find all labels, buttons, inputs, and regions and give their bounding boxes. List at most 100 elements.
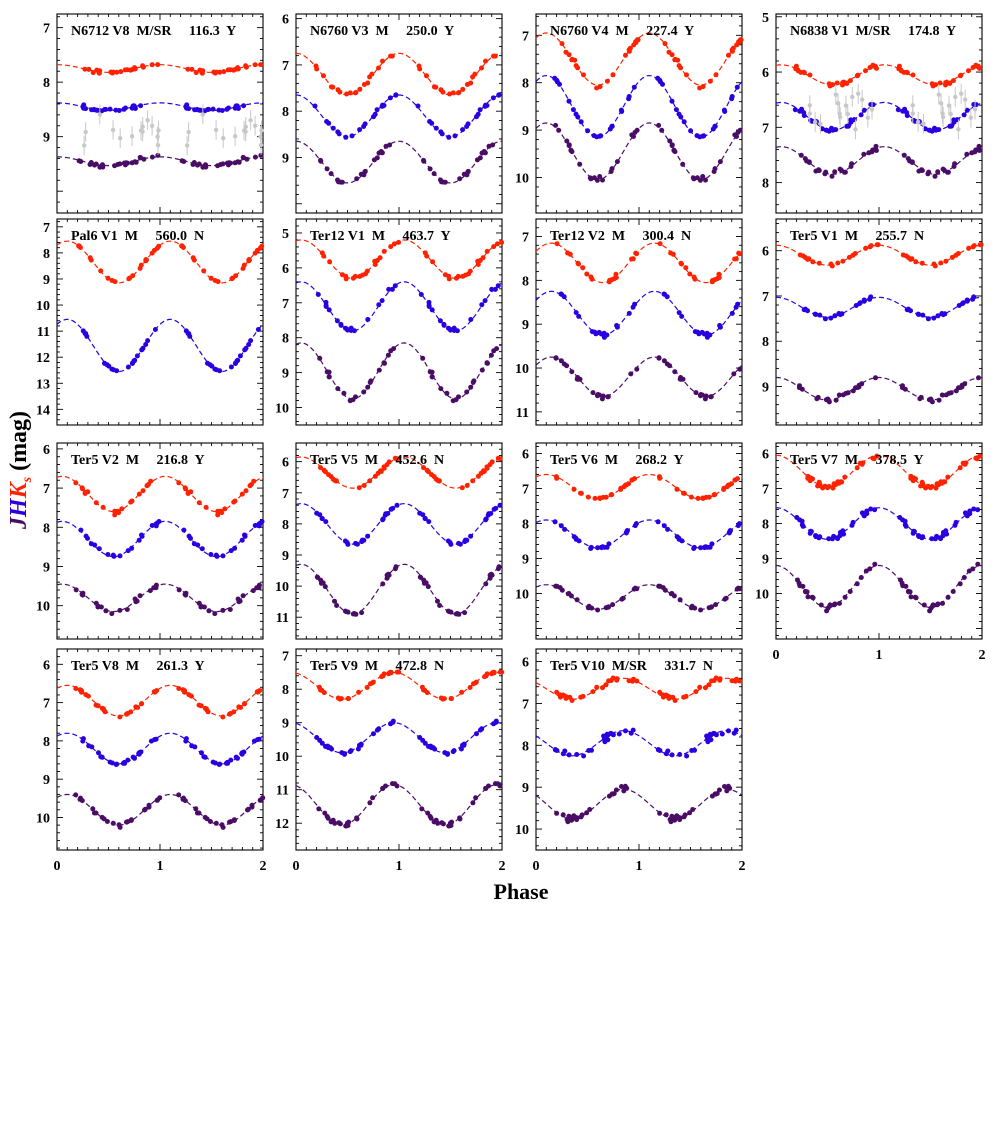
data-point	[199, 546, 205, 552]
data-point	[737, 37, 743, 43]
data-point	[703, 544, 709, 550]
y-tick-label: 7	[522, 231, 529, 246]
data-point	[623, 529, 629, 535]
data-point	[183, 590, 189, 596]
data-point	[737, 586, 743, 592]
data-point	[109, 760, 115, 766]
data-point	[356, 485, 362, 491]
data-point	[200, 112, 206, 117]
data-point	[691, 544, 697, 550]
data-point	[427, 166, 433, 172]
data-point	[464, 389, 470, 395]
data-point	[634, 251, 640, 257]
data-point	[600, 177, 605, 183]
data-point	[394, 669, 400, 675]
data-point	[600, 685, 605, 691]
data-point	[859, 461, 865, 467]
data-point	[693, 390, 699, 396]
data-point	[657, 689, 663, 695]
data-point	[361, 82, 367, 87]
data-point	[663, 751, 669, 757]
data-point	[155, 62, 161, 68]
data-point	[940, 114, 946, 120]
data-point	[861, 151, 867, 157]
data-point	[220, 824, 226, 830]
data-point	[657, 583, 663, 589]
model-curve	[535, 788, 743, 820]
data-point	[943, 258, 949, 264]
data-point	[608, 492, 614, 498]
data-point	[419, 806, 425, 812]
data-point	[102, 709, 108, 715]
data-point	[376, 150, 382, 156]
data-point	[673, 107, 679, 113]
data-point	[948, 123, 954, 129]
data-point	[817, 312, 823, 318]
data-point	[149, 123, 155, 128]
data-point	[812, 119, 818, 125]
data-point	[241, 749, 247, 755]
data-point	[459, 689, 465, 695]
data-point	[729, 481, 734, 487]
data-point	[588, 274, 594, 280]
data-point	[345, 609, 351, 615]
data-point	[700, 495, 706, 501]
model-curve	[776, 507, 982, 540]
data-point	[594, 684, 600, 690]
data-point	[100, 162, 105, 168]
data-point	[442, 272, 448, 278]
data-point	[348, 748, 354, 754]
data-point	[795, 68, 801, 74]
y-tick-label: 10	[515, 823, 529, 838]
data-point	[731, 371, 737, 377]
data-point	[872, 507, 878, 513]
y-tick-label: 6	[762, 448, 769, 463]
series-J	[775, 143, 983, 179]
data-point	[563, 49, 569, 55]
data-point	[364, 268, 370, 274]
data-point	[232, 134, 238, 139]
data-point	[808, 475, 814, 481]
data-point	[623, 52, 628, 58]
data-point	[358, 171, 364, 177]
y-tick-label: 8	[282, 683, 289, 698]
data-point	[690, 175, 696, 181]
data-point	[349, 133, 355, 139]
data-point	[195, 542, 201, 548]
data-point	[235, 159, 241, 165]
data-point	[569, 817, 575, 823]
data-point	[357, 86, 363, 92]
data-point	[456, 90, 462, 95]
data-point	[931, 315, 937, 321]
data-point	[93, 500, 99, 506]
data-point	[961, 575, 967, 580]
data-point	[96, 750, 101, 756]
data-point	[113, 107, 119, 113]
series-H	[535, 519, 743, 551]
data-point	[222, 506, 228, 512]
data-point	[176, 792, 182, 798]
data-point	[661, 291, 667, 297]
data-point	[368, 681, 373, 687]
data-point	[243, 488, 249, 494]
data-point	[824, 608, 830, 614]
data-point	[859, 97, 865, 102]
model-curve	[535, 242, 743, 284]
data-point	[474, 114, 479, 120]
data-point	[656, 355, 662, 361]
data-point	[713, 732, 719, 738]
data-point	[392, 455, 398, 461]
data-point	[96, 70, 102, 76]
data-point	[461, 171, 467, 177]
data-point	[566, 98, 572, 104]
data-point	[474, 157, 480, 163]
data-point	[960, 300, 966, 306]
data-point	[840, 392, 846, 398]
data-point	[490, 142, 496, 148]
data-point	[717, 677, 723, 683]
data-point	[835, 479, 841, 485]
data-point	[495, 283, 501, 289]
data-point	[353, 90, 359, 95]
data-point	[326, 120, 332, 126]
data-point	[215, 279, 221, 285]
